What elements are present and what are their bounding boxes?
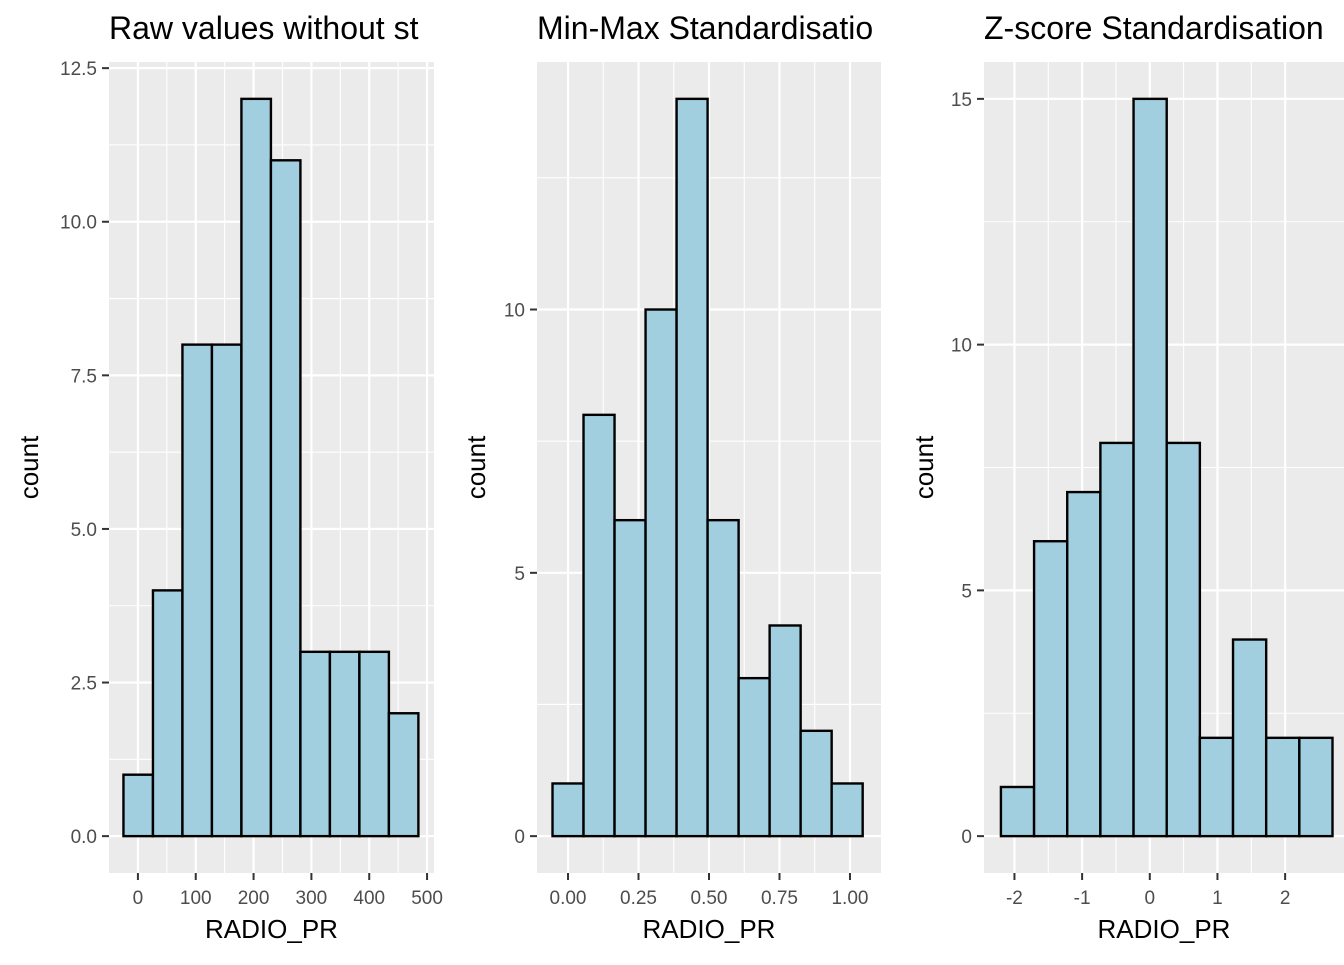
histogram-bar [706,518,740,838]
y-axis-title: count [461,435,491,499]
histogram-bar [1066,490,1102,838]
chart-title: Raw values without st [109,10,419,46]
x-tick-label: 300 [296,888,328,909]
x-axis-title: RADIO_PR [205,914,338,944]
x-tick-label: 0 [133,888,144,909]
x-tick-label: 0.25 [620,888,657,909]
histogram-bar [737,676,771,838]
histogram-bar [269,159,302,838]
x-tick-label: 0.50 [691,888,728,909]
x-axis-title: RADIO_PR [1098,914,1231,944]
histogram-bar [151,589,184,838]
x-tick-label: 400 [353,888,385,909]
histogram-bar [358,650,391,838]
y-axis-title: count [909,435,939,499]
x-tick-label: -1 [1074,888,1091,909]
histogram-bar [830,782,864,838]
x-tick-label: 0.75 [761,888,798,909]
x-tick-label: 0 [1145,888,1156,909]
x-tick-label: 100 [180,888,212,909]
y-tick-label: 0.0 [71,827,97,848]
histogram-bar [1132,97,1168,838]
x-tick-label: 1.00 [831,888,868,909]
x-tick-label: 2 [1280,888,1291,909]
histogram-bar [644,308,678,838]
histogram-bar [1298,736,1334,838]
y-tick-label: 0 [961,827,972,848]
panel-2: 0 5 10 0.00 0.25 0.50 0.75 1.00 RADIO_PR count Min… [461,10,881,944]
panel-3: 0 5 10 15 -2 -1 0 1 2 RADIO_PR count Z-score Standa… [909,10,1344,944]
x-axis-title: RADIO_PR [643,914,776,944]
histogram-bar [1032,540,1069,838]
histogram-bar [999,785,1036,838]
histogram-bar [1099,441,1135,838]
x-tick-label: -2 [1006,888,1023,909]
y-tick-label: 10 [504,301,525,322]
y-tick-label: 5.0 [71,520,97,541]
chart-title: Min-Max Standardisatio [537,10,873,46]
histogram-bar [582,413,616,838]
histogram-bar [387,712,420,838]
histogram-bar [1165,441,1202,838]
histogram-bar [299,650,332,838]
histogram-bar [122,773,155,838]
histogram-bar [799,729,833,838]
histogram-bar [1264,736,1301,838]
y-tick-label: 12.5 [60,59,97,80]
x-tick-label: 1 [1212,888,1223,909]
y-tick-label: 7.5 [71,366,97,387]
y-axis-title: count [14,435,44,499]
histogram-bar [240,97,273,838]
histogram-bar [551,782,585,838]
histogram-bar [613,518,647,838]
y-tick-label: 10 [951,336,972,357]
x-tick-label: 500 [411,888,443,909]
chart-title: Z-score Standardisation [984,10,1324,46]
histogram-bar [1198,736,1235,838]
y-tick-label: 2.5 [71,674,97,695]
y-tick-label: 15 [951,90,972,111]
histogram-bar [768,624,802,838]
histogram-bar [210,343,243,838]
histogram-bar [675,97,709,838]
x-tick-label: 0.00 [550,888,587,909]
y-tick-label: 5 [961,581,972,602]
y-tick-label: 0 [514,827,525,848]
x-tick-label: 200 [238,888,270,909]
histogram-bar [1231,638,1268,838]
y-tick-label: 5 [514,564,525,585]
histogram-bar [328,650,361,838]
histogram-bar [181,343,214,838]
y-tick-label: 10.0 [60,213,97,234]
panel-1: 0.0 2.5 5.0 7.5 10.0 12.5 0 100 200 300 400 500 RADI… [14,10,443,944]
